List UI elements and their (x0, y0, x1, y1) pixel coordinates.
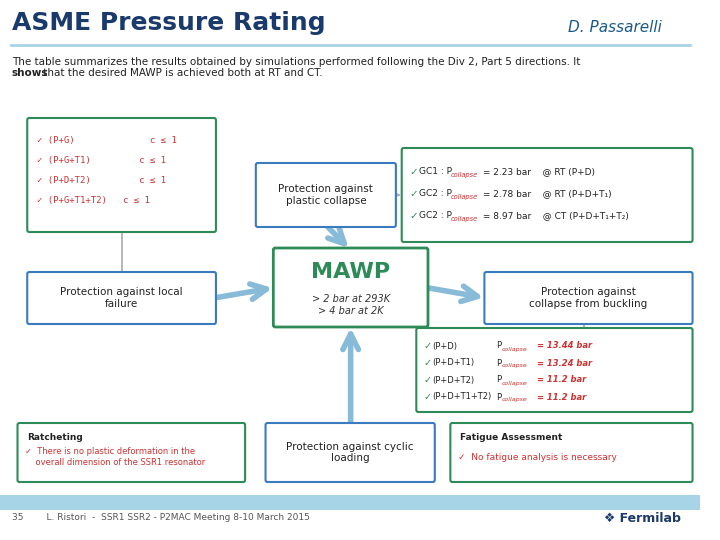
FancyBboxPatch shape (402, 148, 693, 242)
Text: collapse: collapse (450, 216, 477, 222)
Text: collapse: collapse (450, 172, 477, 178)
Text: Fatigue Assessment: Fatigue Assessment (460, 434, 562, 442)
Text: Protection against cyclic
loading: Protection against cyclic loading (287, 442, 414, 463)
Text: = 8.97 bar    @ CT (P+D+T₁+T₂): = 8.97 bar @ CT (P+D+T₁+T₂) (480, 212, 629, 220)
Text: ✓: ✓ (423, 341, 431, 351)
FancyBboxPatch shape (0, 495, 701, 510)
Text: Ratcheting: Ratcheting (27, 434, 83, 442)
Text: (P+D+T2): (P+D+T2) (432, 375, 474, 384)
FancyBboxPatch shape (17, 423, 245, 482)
Text: ✓ (P+G)              c ≤ 1: ✓ (P+G) c ≤ 1 (37, 136, 176, 145)
Text: ✓: ✓ (410, 189, 418, 199)
Text: = 13.44 bar: = 13.44 bar (537, 341, 592, 350)
Text: P: P (496, 341, 501, 350)
Text: ✓ (P+D+T2)         c ≤ 1: ✓ (P+D+T2) c ≤ 1 (37, 176, 166, 185)
Text: ✓: ✓ (423, 358, 431, 368)
Text: that the desired MAWP is achieved both at RT and CT.: that the desired MAWP is achieved both a… (40, 68, 323, 78)
Text: ✓  No fatigue analysis is necessary: ✓ No fatigue analysis is necessary (458, 453, 617, 462)
FancyBboxPatch shape (256, 163, 396, 227)
Text: = 11.2 bar: = 11.2 bar (537, 375, 586, 384)
Text: MAWP: MAWP (311, 262, 390, 282)
FancyBboxPatch shape (485, 272, 693, 324)
Text: 35        L. Ristori  -  SSR1 SSR2 - P2MAC Meeting 8-10 March 2015: 35 L. Ristori - SSR1 SSR2 - P2MAC Meetin… (12, 514, 310, 523)
Text: (P+D+T1): (P+D+T1) (432, 359, 474, 368)
Text: D. Passarelli: D. Passarelli (567, 20, 662, 35)
Text: ❖ Fermilab: ❖ Fermilab (604, 511, 681, 524)
Text: collapse: collapse (502, 397, 528, 402)
Text: Protection against
collapse from buckling: Protection against collapse from bucklin… (529, 287, 647, 309)
Text: GC2 : P: GC2 : P (419, 190, 452, 199)
Text: collapse: collapse (450, 194, 477, 200)
Text: shows: shows (12, 68, 48, 78)
Text: collapse: collapse (502, 363, 528, 368)
Text: GC2 : P: GC2 : P (419, 212, 452, 220)
Text: ✓: ✓ (423, 392, 431, 402)
Text: P: P (496, 359, 501, 368)
Text: ✓: ✓ (410, 167, 418, 177)
FancyBboxPatch shape (27, 118, 216, 232)
FancyBboxPatch shape (450, 423, 693, 482)
Text: collapse: collapse (502, 347, 528, 352)
Text: ✓: ✓ (410, 211, 418, 221)
Text: Protection against local
failure: Protection against local failure (60, 287, 183, 309)
Text: Protection against
plastic collapse: Protection against plastic collapse (279, 184, 373, 206)
Text: collapse: collapse (502, 381, 528, 386)
Text: (P+D+T1+T2): (P+D+T1+T2) (432, 393, 491, 402)
FancyBboxPatch shape (274, 248, 428, 327)
Text: > 2 bar at 293K
> 4 bar at 2K: > 2 bar at 293K > 4 bar at 2K (312, 294, 390, 316)
Text: P: P (496, 393, 501, 402)
Text: = 11.2 bar: = 11.2 bar (537, 393, 586, 402)
Text: ✓ (P+G+T1+T2)   c ≤ 1: ✓ (P+G+T1+T2) c ≤ 1 (37, 195, 150, 205)
Text: ✓ (P+G+T1)         c ≤ 1: ✓ (P+G+T1) c ≤ 1 (37, 156, 166, 165)
Text: (P+D): (P+D) (432, 341, 457, 350)
Text: P: P (496, 375, 501, 384)
Text: ✓  There is no plastic deformation in the
    overall dimension of the SSR1 reso: ✓ There is no plastic deformation in the… (25, 447, 205, 467)
Text: = 13.24 bar: = 13.24 bar (537, 359, 592, 368)
Text: = 2.78 bar    @ RT (P+D+T₁): = 2.78 bar @ RT (P+D+T₁) (480, 190, 611, 199)
Text: GC1 : P: GC1 : P (419, 167, 452, 177)
Text: ✓: ✓ (423, 375, 431, 385)
Text: = 2.23 bar    @ RT (P+D): = 2.23 bar @ RT (P+D) (480, 167, 595, 177)
FancyBboxPatch shape (266, 423, 435, 482)
Text: The table summarizes the results obtained by simulations performed following the: The table summarizes the results obtaine… (12, 57, 580, 67)
Text: ASME Pressure Rating: ASME Pressure Rating (12, 11, 325, 35)
FancyBboxPatch shape (27, 272, 216, 324)
FancyBboxPatch shape (416, 328, 693, 412)
